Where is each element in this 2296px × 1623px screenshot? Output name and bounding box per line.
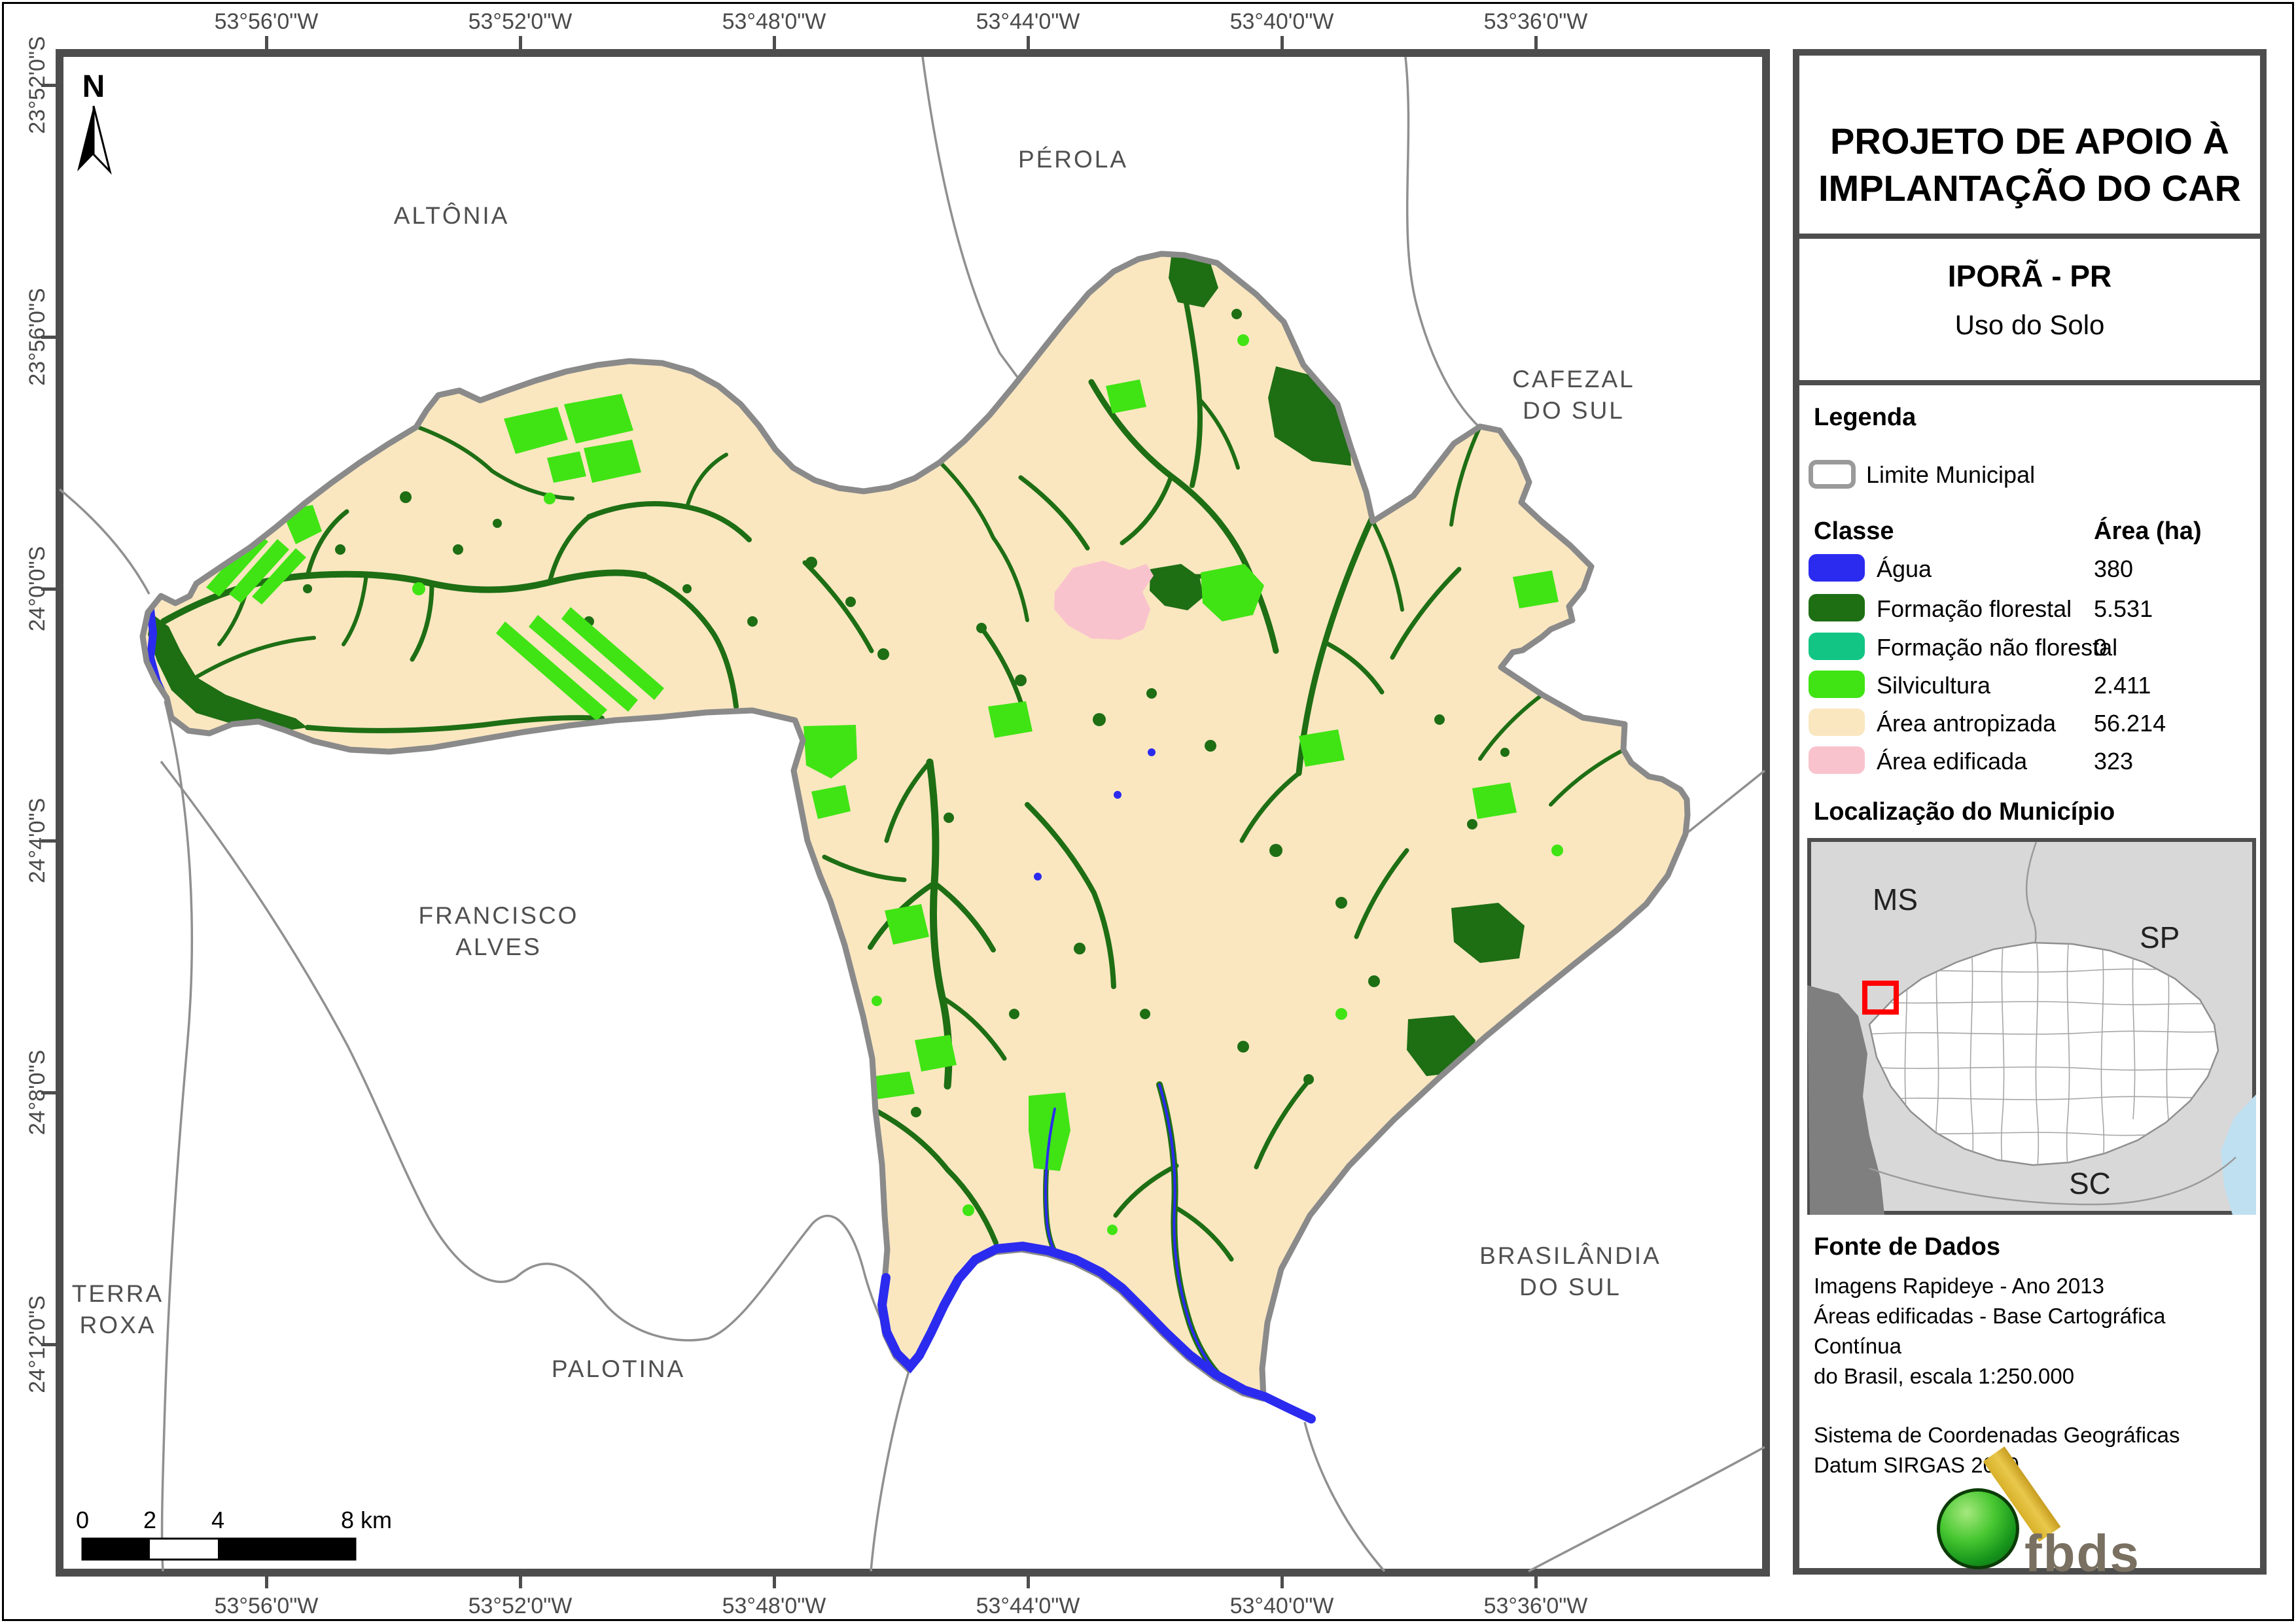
legend-value: 56.214 bbox=[2094, 710, 2166, 737]
lon-label: 53°56'0"W bbox=[214, 1594, 319, 1618]
legend-label: Área edificada bbox=[1877, 748, 2028, 775]
legend-value: 380 bbox=[2094, 555, 2134, 582]
lon-label: 53°48'0"W bbox=[722, 1594, 826, 1618]
label-altonia: ALTÔNIA bbox=[394, 202, 510, 229]
river-piquiri bbox=[877, 1241, 1316, 1423]
lon-label: 53°40'0"W bbox=[1229, 9, 1334, 34]
fonte-line: Áreas edificadas - Base Cartográfica Con… bbox=[1814, 1304, 2166, 1358]
legend-swatch-silvicultura bbox=[1809, 671, 1865, 698]
label-perola: PÉROLA bbox=[1018, 146, 1128, 173]
forest-streams bbox=[160, 297, 1626, 1391]
map-svg: .f-flor{fill:var(--florestal,#1e6e14);} … bbox=[56, 49, 1770, 1577]
municipio-mesh bbox=[1869, 943, 2218, 1165]
title-line-2: IMPLANTAÇÃO DO CAR bbox=[1818, 167, 2242, 209]
legend-label: Área antropizada bbox=[1877, 710, 2057, 737]
fonte-heading: Fonte de Dados bbox=[1814, 1233, 2001, 1261]
limite-label: Limite Municipal bbox=[1866, 461, 2036, 488]
legend-label: Silvicultura bbox=[1877, 672, 1991, 699]
localizacao-heading: Localização do Município bbox=[1814, 798, 2115, 826]
lon-label: 53°40'0"W bbox=[1229, 1594, 1334, 1618]
legend-swatch-edificada bbox=[1809, 746, 1865, 774]
legend-label: Formação florestal bbox=[1877, 595, 2072, 622]
title-line-1: PROJETO DE APOIO À bbox=[1830, 120, 2229, 162]
north-arrow-icon: N bbox=[77, 69, 112, 175]
lat-label: 23°56'0"S bbox=[25, 288, 50, 386]
ocean bbox=[2221, 1094, 2256, 1215]
legend-swatch-florestal bbox=[1809, 594, 1865, 621]
lon-label: 53°36'0"W bbox=[1483, 9, 1588, 34]
municipality-highlight bbox=[1862, 981, 1899, 1015]
label-cafezal-1: CAFEZAL bbox=[1512, 366, 1635, 393]
lat-label: 24°0'0"S bbox=[25, 546, 50, 632]
scale-8: 8 km bbox=[341, 1507, 392, 1533]
lon-label: 53°36'0"W bbox=[1483, 1594, 1588, 1618]
municipality-shape bbox=[143, 254, 1687, 1399]
fbds-logo: fbds bbox=[1928, 1446, 2202, 1618]
lon-label: 53°56'0"W bbox=[214, 9, 319, 34]
info-panel: PROJETO DE APOIO À IMPLANTAÇÃO DO CAR IP… bbox=[1793, 49, 2267, 1582]
lat-label: 24°8'0"S bbox=[25, 1049, 50, 1136]
inset-label-ms: MS bbox=[1873, 882, 1918, 916]
lon-label: 53°52'0"W bbox=[468, 9, 573, 34]
scale-2: 2 bbox=[143, 1507, 156, 1533]
fonte-line: Sistema de Coordenadas Geográficas bbox=[1814, 1423, 2180, 1447]
fonte-line: Imagens Rapideye - Ano 2013 bbox=[1814, 1274, 2104, 1298]
legend-value: 2.411 bbox=[2094, 672, 2151, 699]
map-canvas: .f-flor{fill:var(--florestal,#1e6e14);} … bbox=[56, 49, 1770, 1577]
lon-label: 53°48'0"W bbox=[722, 9, 826, 34]
place-labels: ALTÔNIA PÉROLA CAFEZAL DO SUL FRANCISCO … bbox=[72, 146, 1661, 1382]
lon-label: 53°44'0"W bbox=[976, 9, 1080, 34]
legend-swatch-antropizada bbox=[1809, 708, 1865, 736]
label-brasilandia-1: BRASILÂNDIA bbox=[1479, 1242, 1661, 1269]
lat-label: 24°4'0"S bbox=[25, 797, 50, 884]
legend-col-classe: Classe bbox=[1814, 517, 1894, 545]
scale-4: 4 bbox=[211, 1507, 224, 1533]
limite-swatch bbox=[1809, 460, 1856, 489]
locator-map: MS SP SC bbox=[1807, 838, 2256, 1215]
logo-globe-icon bbox=[1937, 1488, 2019, 1569]
label-brasilandia-2: DO SUL bbox=[1519, 1274, 1621, 1300]
divider bbox=[1798, 234, 2261, 239]
forest-dots bbox=[303, 309, 1510, 1117]
legend-heading: Legenda bbox=[1814, 404, 1916, 431]
divider bbox=[1798, 380, 2261, 385]
north-letter: N bbox=[82, 69, 105, 104]
lon-label: 53°44'0"W bbox=[976, 1594, 1080, 1618]
logo-text: fbds bbox=[2024, 1524, 2140, 1582]
label-cafezal-2: DO SUL bbox=[1523, 397, 1625, 424]
scale-0: 0 bbox=[76, 1507, 89, 1533]
lat-label: 23°52'0"S bbox=[25, 36, 50, 134]
locator-svg: MS SP SC bbox=[1807, 838, 2256, 1215]
legend-value: 323 bbox=[2094, 748, 2134, 775]
municipality-border bbox=[139, 251, 1691, 1402]
legend-swatch-nao-florestal bbox=[1809, 633, 1865, 660]
municipality-title: IPORÃ - PR bbox=[1947, 259, 2112, 293]
legend-value: 5.531 bbox=[2094, 595, 2153, 622]
fonte-block: Imagens Rapideye - Ano 2013 Áreas edific… bbox=[1814, 1271, 2246, 1480]
paraguay-region bbox=[1807, 985, 1884, 1215]
legend-col-area: Área (ha) bbox=[2094, 517, 2202, 545]
inset-label-sp: SP bbox=[2140, 920, 2180, 954]
legend-value: 0 bbox=[2094, 634, 2108, 661]
panel-title: PROJETO DE APOIO À IMPLANTAÇÃO DO CAR bbox=[1799, 118, 2260, 212]
legend-label: Formação não florestal bbox=[1877, 634, 2118, 661]
neighbor-boundaries bbox=[58, 56, 1766, 1573]
scale-bar: 0 2 4 8 km bbox=[76, 1507, 392, 1561]
label-francisco-2: ALVES bbox=[455, 934, 542, 960]
map-theme-title: Uso do Solo bbox=[1954, 309, 2105, 340]
label-palotina: PALOTINA bbox=[552, 1355, 685, 1382]
fonte-line: do Brasil, escala 1:250.000 bbox=[1814, 1364, 2075, 1388]
label-terra-1: TERRA bbox=[72, 1280, 164, 1307]
fonte-line: Datum SIRGAS 2000 bbox=[1814, 1453, 2019, 1477]
lat-label: 24°12'0"S bbox=[25, 1295, 50, 1393]
legend-label: Água bbox=[1877, 555, 1932, 582]
parana-state bbox=[1868, 941, 2219, 1166]
lon-label: 53°52'0"W bbox=[468, 1594, 573, 1618]
label-francisco-1: FRANCISCO bbox=[419, 902, 579, 929]
label-terra-2: ROXA bbox=[80, 1312, 156, 1338]
inset-label-sc: SC bbox=[2069, 1166, 2111, 1200]
legend-swatch-agua bbox=[1809, 554, 1865, 582]
